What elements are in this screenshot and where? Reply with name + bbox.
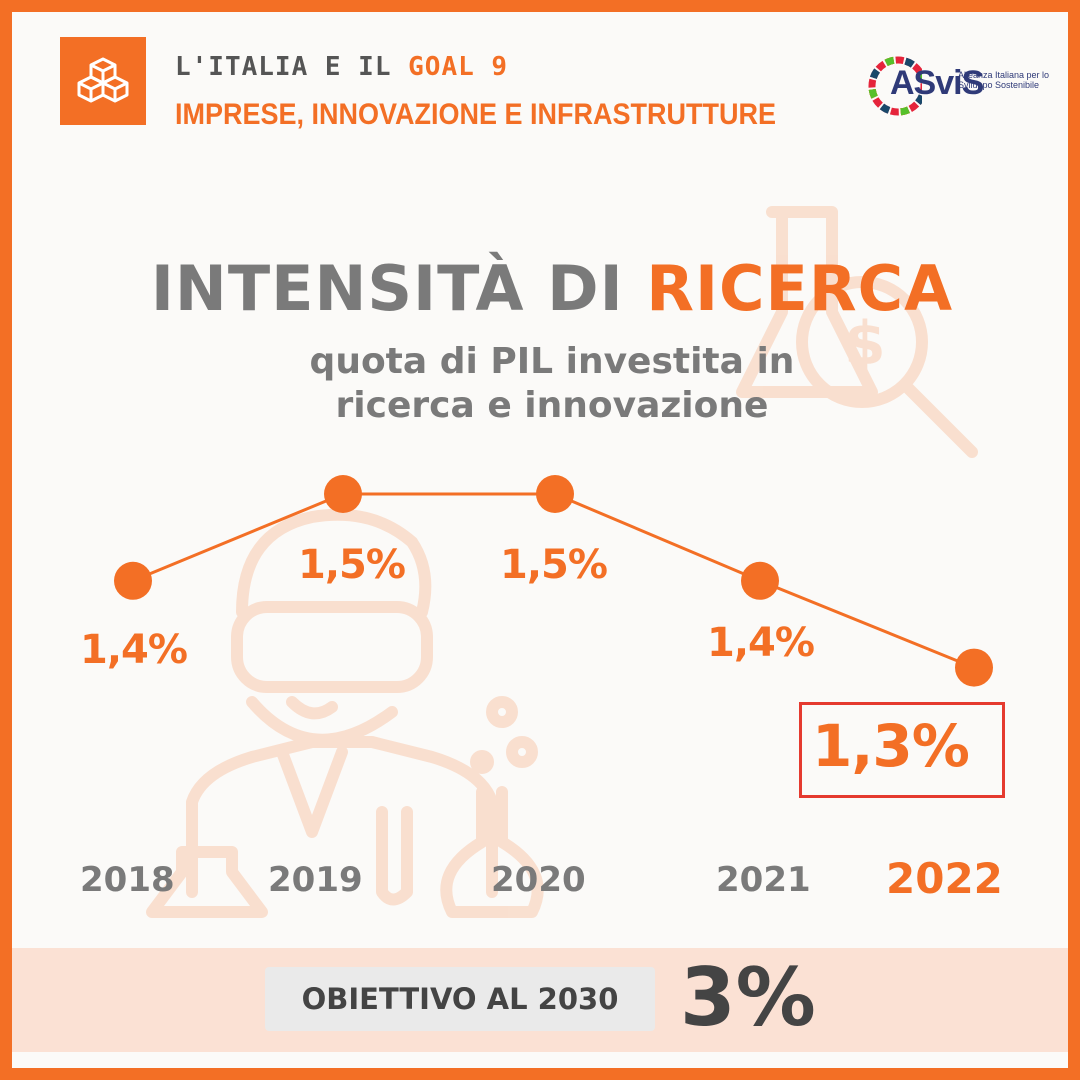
asvis-logo: ASviS Alleanza Italiana per lo Sviluppo … xyxy=(862,46,1052,126)
data-point-2021 xyxy=(741,561,779,600)
subtitle-line2: ricerca e innovazione xyxy=(335,385,769,426)
header-prefix: L'ITALIA E IL xyxy=(175,52,409,82)
x-tick-label-2019: 2019 xyxy=(268,860,363,900)
header-goal-subtitle: IMPRESE, INNOVAZIONE E INFRASTRUTTURE xyxy=(175,98,777,131)
page-subtitle: quota di PIL investita in ricerca e inno… xyxy=(12,340,1068,428)
subtitle-line1: quota di PIL investita in xyxy=(309,341,795,382)
x-tick-label-2018: 2018 xyxy=(80,860,175,900)
data-point-2018 xyxy=(114,561,152,600)
beaker-icon xyxy=(146,846,268,918)
data-point-2019 xyxy=(324,475,362,513)
value-label-2019: 1,5% xyxy=(298,542,406,588)
x-tick-label-2020: 2020 xyxy=(491,860,586,900)
header-goal-title: L'ITALIA E IL GOAL 9 xyxy=(175,52,508,82)
x-tick-label-2021: 2021 xyxy=(716,860,811,900)
data-point-2022 xyxy=(955,648,993,687)
highlight-box xyxy=(799,702,1005,798)
svg-text:$: $ xyxy=(844,309,886,379)
round-flask-icon xyxy=(440,786,544,918)
title-part2: RICERCA xyxy=(646,252,954,325)
logo-wordmark: ASviS xyxy=(890,64,984,102)
page-title: INTENSITÀ DI RICERCA xyxy=(12,252,1068,325)
header-goal-number: GOAL 9 xyxy=(408,52,509,82)
target-value: 3% xyxy=(680,951,816,1044)
target-label: OBIETTIVO AL 2030 xyxy=(265,967,655,1031)
test-tube-icon xyxy=(376,806,413,906)
line-chart xyxy=(114,475,993,687)
goal-9-cubes-icon xyxy=(60,37,146,125)
data-point-2020 xyxy=(536,475,574,513)
x-tick-label-2022: 2022 xyxy=(886,854,1003,903)
value-label-2021: 1,4% xyxy=(707,620,815,666)
logo-tagline: Alleanza Italiana per lo Sviluppo Sosten… xyxy=(958,70,1050,90)
value-label-2018: 1,4% xyxy=(80,627,188,673)
scientist-illustration: $ xyxy=(146,206,978,918)
title-part1: INTENSITÀ DI xyxy=(150,252,647,325)
scientist-head-icon xyxy=(236,508,432,618)
value-label-2022: 1,3% xyxy=(812,712,970,780)
magnifier-icon xyxy=(796,276,928,408)
value-label-2020: 1,5% xyxy=(500,542,608,588)
